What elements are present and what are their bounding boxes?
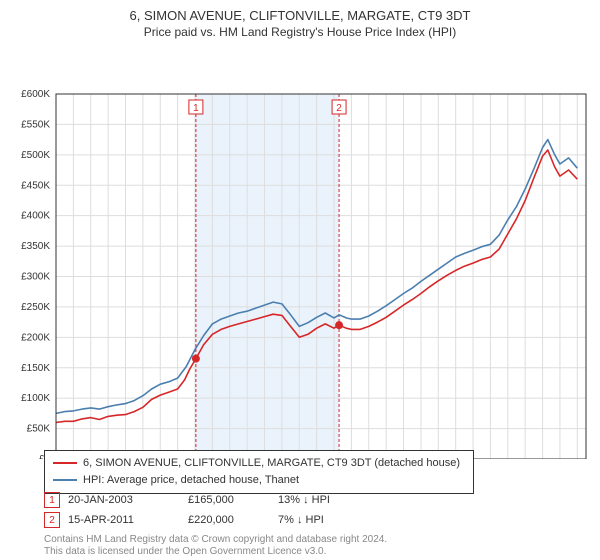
legend-label: 6, SIMON AVENUE, CLIFTONVILLE, MARGATE, …: [83, 455, 460, 472]
chart-subtitle: Price paid vs. HM Land Registry's House …: [0, 25, 600, 39]
legend: 6, SIMON AVENUE, CLIFTONVILLE, MARGATE, …: [44, 450, 474, 494]
annotation-table: 1 20-JAN-2003£165,00013% ↓ HPI 2 15-APR-201…: [44, 492, 388, 528]
annotation-delta: 13% ↓ HPI: [278, 494, 388, 506]
chart-title: 6, SIMON AVENUE, CLIFTONVILLE, MARGATE, …: [0, 0, 600, 25]
svg-text:£250K: £250K: [21, 302, 50, 313]
credit: Contains HM Land Registry data © Crown c…: [44, 534, 387, 558]
annotation-date: 20-JAN-2003: [68, 494, 188, 506]
svg-text:£600K: £600K: [21, 89, 50, 100]
legend-swatch: [53, 479, 77, 481]
annotation-price: £220,000: [188, 514, 278, 526]
svg-text:£200K: £200K: [21, 332, 50, 343]
legend-row: 6, SIMON AVENUE, CLIFTONVILLE, MARGATE, …: [53, 455, 465, 472]
annotation-marker: 1: [44, 492, 60, 508]
svg-text:£100K: £100K: [21, 393, 50, 404]
credit-line-2: This data is licensed under the Open Gov…: [44, 546, 387, 558]
svg-text:1: 1: [193, 103, 199, 114]
legend-label: HPI: Average price, detached house, Than…: [83, 472, 299, 489]
svg-text:£500K: £500K: [21, 150, 50, 161]
credit-line-1: Contains HM Land Registry data © Crown c…: [44, 534, 387, 546]
legend-swatch: [53, 462, 77, 464]
svg-text:£50K: £50K: [27, 423, 51, 434]
svg-text:£350K: £350K: [21, 241, 50, 252]
annotation-delta: 7% ↓ HPI: [278, 514, 388, 526]
price-chart: £0£50K£100K£150K£200K£250K£300K£350K£400…: [0, 39, 600, 459]
svg-text:£150K: £150K: [21, 363, 50, 374]
svg-text:£450K: £450K: [21, 180, 50, 191]
svg-text:2: 2: [336, 103, 342, 114]
annotation-date: 15-APR-2011: [68, 514, 188, 526]
svg-text:£300K: £300K: [21, 271, 50, 282]
annotation-price: £165,000: [188, 494, 278, 506]
legend-row: HPI: Average price, detached house, Than…: [53, 472, 465, 489]
svg-text:£550K: £550K: [21, 119, 50, 130]
annotation-marker: 2: [44, 512, 60, 528]
svg-text:£400K: £400K: [21, 211, 50, 222]
